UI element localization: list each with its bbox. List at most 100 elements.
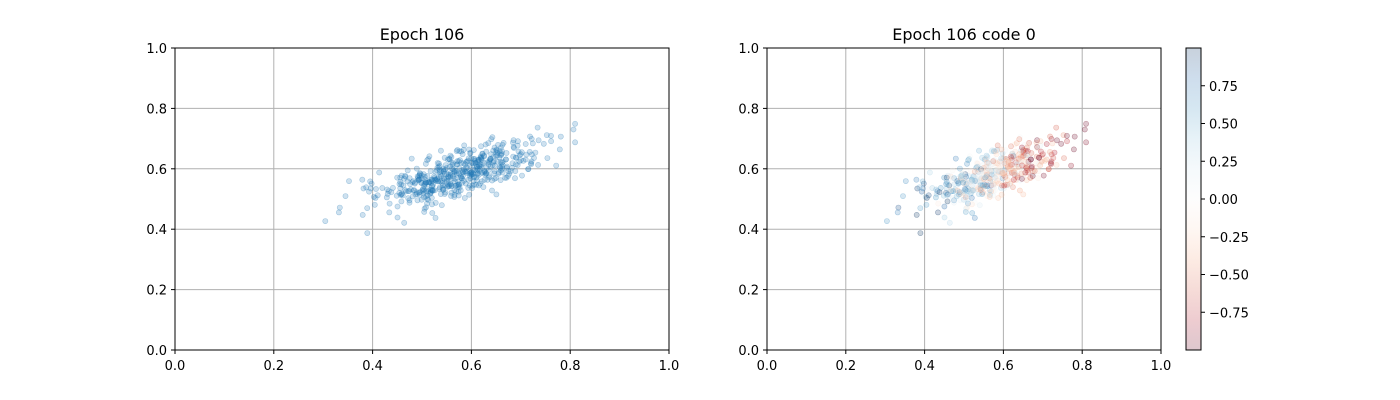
scatter-point <box>944 191 951 198</box>
scatter-point <box>463 164 470 171</box>
scatter-point <box>1047 148 1053 155</box>
scatter-point <box>493 191 500 198</box>
scatter-point <box>1013 140 1020 146</box>
scatter-point <box>429 183 435 190</box>
scatter-point <box>487 155 494 162</box>
scatter-point <box>454 181 461 188</box>
scatter-point <box>424 195 431 202</box>
scatter-point <box>434 176 440 183</box>
scatter-point <box>445 183 452 190</box>
scatter-point <box>984 170 990 176</box>
scatter-point <box>1020 149 1026 156</box>
scatter-point <box>1001 171 1008 177</box>
scatter-point <box>471 181 477 188</box>
scatter-point <box>447 180 454 187</box>
scatter-point <box>498 159 505 166</box>
scatter-point <box>959 170 966 176</box>
scatter-point <box>957 190 963 197</box>
scatter-point <box>978 176 985 182</box>
scatter-point <box>965 157 972 164</box>
scatter-point <box>440 175 447 182</box>
scatter-point <box>422 180 429 186</box>
scatter-point <box>954 187 961 193</box>
scatter-point <box>1021 149 1027 156</box>
scatter-point <box>972 177 978 184</box>
scatter-point <box>496 164 503 170</box>
scatter-point <box>950 195 956 202</box>
scatter-point <box>1030 170 1037 177</box>
scatter-point <box>405 188 412 194</box>
left-ytick-label: 0.2 <box>146 284 167 299</box>
scatter-point <box>982 171 989 178</box>
scatter-point <box>983 152 990 159</box>
scatter-point <box>951 197 957 204</box>
scatter-point <box>959 189 966 195</box>
scatter-point <box>442 182 448 189</box>
scatter-point <box>1010 160 1017 166</box>
scatter-point <box>489 177 495 184</box>
scatter-point <box>968 180 974 186</box>
scatter-point <box>469 171 476 177</box>
scatter-point <box>1000 159 1007 166</box>
scatter-point <box>985 173 992 179</box>
scatter-point <box>935 200 942 207</box>
scatter-point <box>431 187 438 194</box>
scatter-point <box>1000 155 1007 162</box>
scatter-point <box>474 158 481 165</box>
scatter-point <box>1036 154 1042 161</box>
scatter-point <box>394 203 401 210</box>
left-axes-frame <box>174 47 670 351</box>
scatter-point <box>1053 124 1060 131</box>
scatter-point <box>944 172 951 179</box>
scatter-point <box>969 187 976 194</box>
scatter-point <box>474 171 481 177</box>
scatter-point <box>475 157 482 164</box>
scatter-point <box>1025 161 1032 168</box>
scatter-point <box>440 186 447 193</box>
scatter-point <box>448 154 455 160</box>
scatter-point <box>1037 142 1044 149</box>
scatter-point <box>979 154 985 161</box>
scatter-point <box>1027 174 1034 181</box>
scatter-point <box>398 181 405 188</box>
scatter-point <box>403 188 409 195</box>
scatter-point <box>1004 181 1011 188</box>
scatter-point <box>373 186 379 192</box>
scatter-point <box>478 156 484 162</box>
scatter-point <box>457 157 463 164</box>
scatter-point <box>990 170 997 177</box>
scatter-point <box>416 191 423 198</box>
scatter-point <box>394 174 401 181</box>
scatter-point <box>950 188 956 194</box>
scatter-point <box>1006 162 1013 169</box>
scatter-point <box>450 168 457 175</box>
scatter-point <box>421 182 427 189</box>
scatter-point <box>990 188 996 195</box>
right-ytick-label: 0.2 <box>738 284 759 299</box>
scatter-point <box>366 188 372 195</box>
colorbar-tick-label: −0.25 <box>1209 231 1249 246</box>
scatter-point <box>952 186 959 193</box>
scatter-point <box>453 170 460 177</box>
scatter-point <box>976 191 982 197</box>
scatter-point <box>419 187 426 193</box>
scatter-point <box>405 195 412 202</box>
scatter-point <box>477 180 483 187</box>
scatter-point <box>489 134 496 141</box>
left-ytick-label: 0.6 <box>146 163 167 178</box>
scatter-point <box>493 147 500 154</box>
scatter-point <box>346 178 352 184</box>
scatter-point <box>397 185 404 192</box>
scatter-point <box>476 163 483 169</box>
scatter-point <box>994 142 1001 149</box>
scatter-point <box>984 183 991 189</box>
scatter-point <box>360 185 367 192</box>
scatter-point <box>1083 139 1089 146</box>
scatter-point <box>441 191 448 197</box>
left-xtick-label: 0.6 <box>461 359 482 374</box>
scatter-point <box>423 204 429 211</box>
scatter-point <box>460 160 467 167</box>
scatter-point <box>999 149 1006 156</box>
scatter-point <box>432 199 439 206</box>
scatter-point <box>467 150 474 157</box>
